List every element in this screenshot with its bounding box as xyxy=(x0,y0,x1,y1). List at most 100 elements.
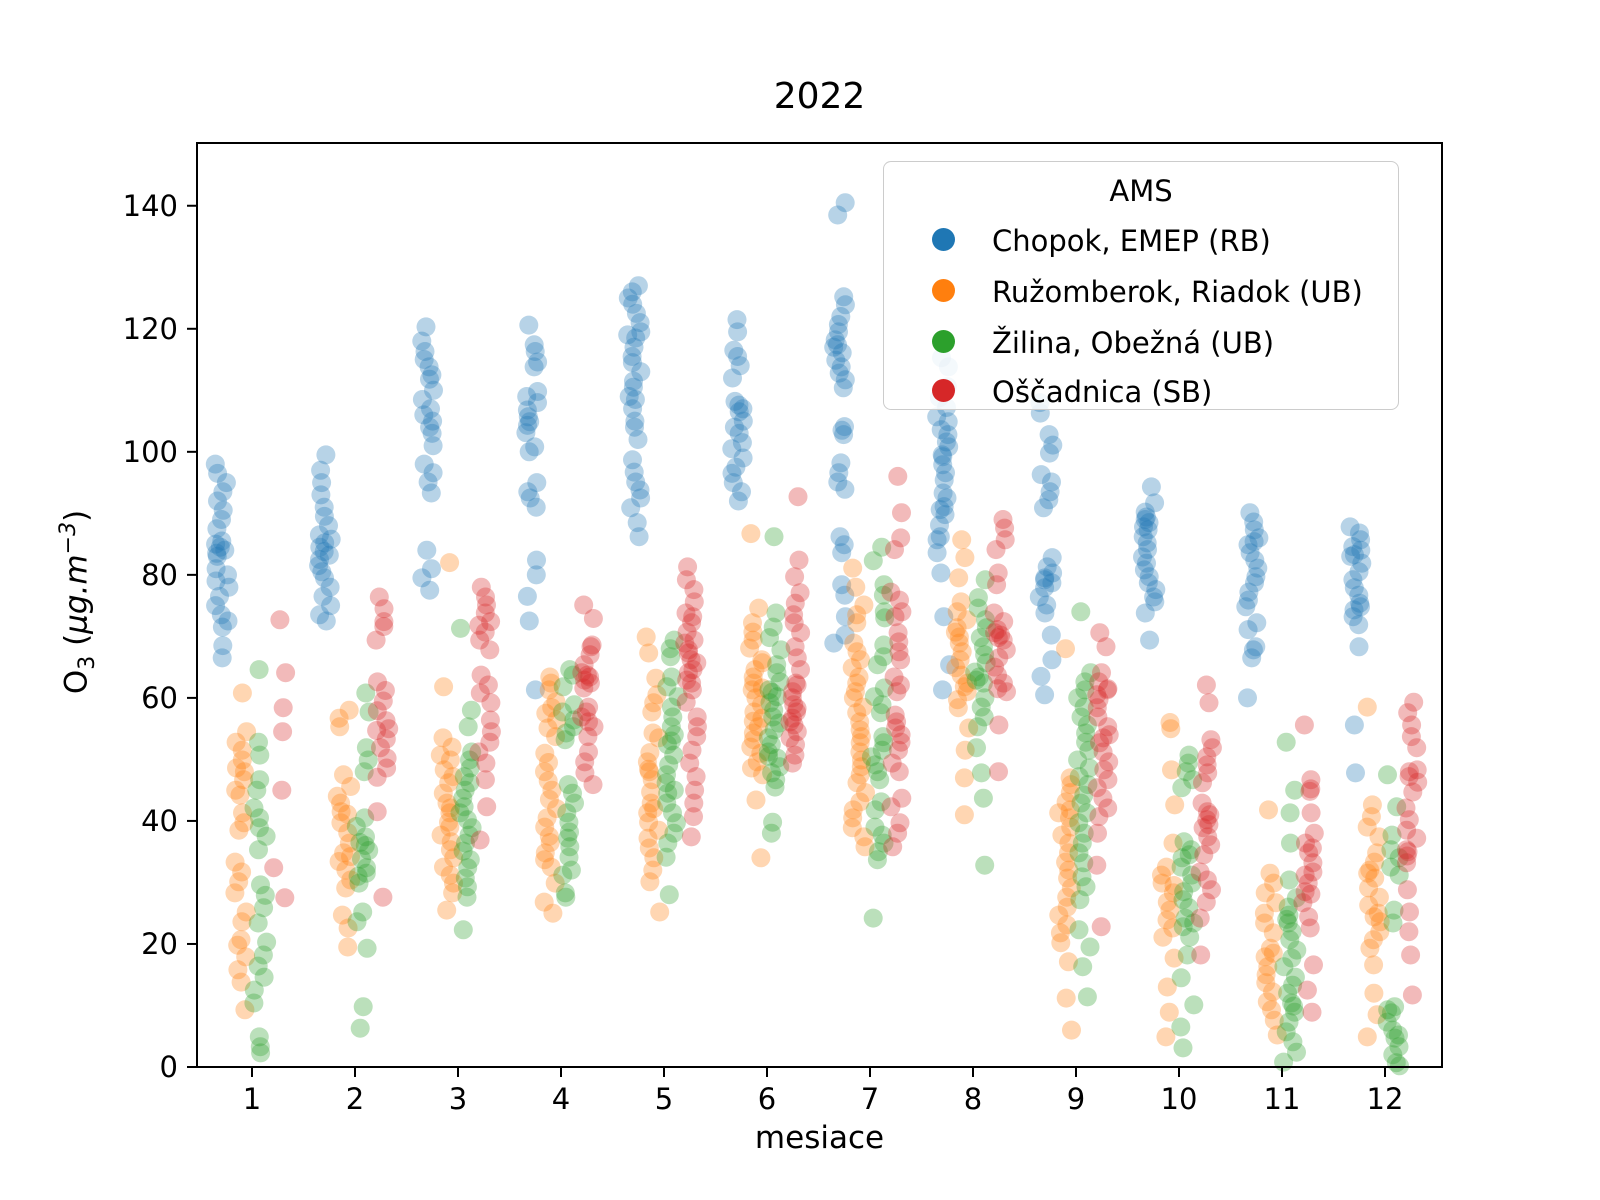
data-point xyxy=(1160,713,1180,732)
data-point xyxy=(559,847,579,867)
data-point xyxy=(842,658,862,678)
data-point xyxy=(440,803,460,823)
data-point xyxy=(443,883,463,903)
data-point xyxy=(1190,908,1210,928)
y-tick-60: 60 xyxy=(141,680,178,715)
data-point xyxy=(646,668,666,688)
data-point xyxy=(728,491,748,511)
data-point xyxy=(541,673,561,693)
data-point xyxy=(832,543,852,563)
data-point xyxy=(762,763,782,783)
data-point xyxy=(234,762,254,782)
data-point xyxy=(640,872,660,892)
data-point xyxy=(537,808,557,828)
data-point xyxy=(1300,781,1320,801)
data-point xyxy=(207,519,227,539)
data-point xyxy=(865,817,885,837)
data-point xyxy=(462,818,482,838)
data-point xyxy=(835,625,855,645)
data-point xyxy=(851,650,870,670)
data-point xyxy=(422,365,442,385)
data-point xyxy=(1286,888,1306,908)
data-point xyxy=(334,843,354,863)
data-point xyxy=(743,723,763,743)
data-point xyxy=(933,447,953,467)
data-point xyxy=(1145,493,1165,513)
data-point xyxy=(638,828,658,848)
data-point xyxy=(338,918,358,938)
data-point xyxy=(1259,800,1278,820)
data-point xyxy=(784,605,804,625)
data-point xyxy=(437,793,457,813)
data-point xyxy=(722,439,742,459)
data-point xyxy=(439,812,458,832)
data-point xyxy=(1248,558,1268,578)
data-point xyxy=(832,420,852,440)
data-point xyxy=(661,717,681,737)
data-point xyxy=(677,622,697,642)
data-point xyxy=(846,577,866,597)
data-point xyxy=(1301,779,1321,799)
data-point xyxy=(626,472,646,492)
data-point xyxy=(314,506,334,526)
data-point xyxy=(954,805,974,825)
data-point xyxy=(1090,733,1110,753)
data-point xyxy=(989,715,1009,735)
data-point xyxy=(759,680,779,700)
data-point xyxy=(874,602,894,622)
data-point xyxy=(1303,862,1323,882)
data-point xyxy=(1172,848,1192,868)
data-point xyxy=(1197,810,1217,830)
data-point xyxy=(1263,943,1283,963)
data-point xyxy=(874,647,894,667)
data-point xyxy=(1201,730,1221,750)
data-point xyxy=(1098,717,1118,737)
data-point xyxy=(420,417,440,437)
data-point xyxy=(1163,918,1183,938)
data-point xyxy=(1299,843,1319,863)
data-point xyxy=(477,595,496,615)
data-point xyxy=(1091,917,1111,937)
data-point xyxy=(1364,955,1384,975)
data-point xyxy=(751,848,771,868)
data-point xyxy=(656,847,676,867)
data-point xyxy=(767,655,787,675)
data-point xyxy=(1043,563,1063,583)
data-point xyxy=(574,655,594,675)
data-point xyxy=(329,708,349,728)
data-point xyxy=(440,817,460,837)
data-point xyxy=(930,515,949,535)
data-point xyxy=(458,858,478,878)
data-point xyxy=(1407,760,1427,780)
data-point xyxy=(1351,540,1371,560)
data-point xyxy=(1074,697,1094,717)
legend-label: Ružomberok, Riadok (UB) xyxy=(992,275,1363,309)
data-point xyxy=(336,860,356,880)
data-point xyxy=(358,750,378,770)
data-point xyxy=(357,858,376,878)
data-point xyxy=(1069,767,1089,787)
data-point xyxy=(783,753,802,773)
data-point xyxy=(747,752,767,772)
data-point xyxy=(206,571,226,591)
legend-title: AMS xyxy=(1109,174,1173,208)
data-point xyxy=(1050,923,1070,943)
legend-label: Chopok, EMEP (RB) xyxy=(992,224,1271,258)
data-point xyxy=(1245,573,1264,593)
data-point xyxy=(830,527,850,547)
data-point xyxy=(1089,807,1109,827)
data-point xyxy=(574,595,594,615)
data-point xyxy=(539,753,558,772)
data-point xyxy=(744,730,763,750)
data-point xyxy=(542,698,562,718)
data-point xyxy=(743,711,763,731)
data-point xyxy=(575,752,595,772)
data-point xyxy=(853,697,873,717)
data-point xyxy=(1385,997,1405,1017)
data-point xyxy=(1163,883,1183,903)
data-point xyxy=(657,765,676,785)
data-point xyxy=(753,765,773,785)
data-point xyxy=(1303,853,1323,873)
data-point xyxy=(218,611,238,631)
